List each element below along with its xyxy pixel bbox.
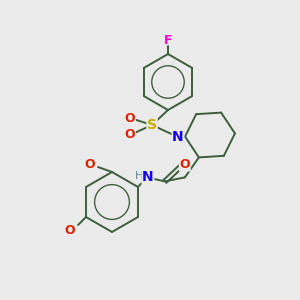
Text: H: H xyxy=(135,171,143,182)
Text: N: N xyxy=(172,130,184,144)
Text: O: O xyxy=(125,112,135,124)
Text: S: S xyxy=(147,118,157,132)
Text: O: O xyxy=(180,158,190,171)
Text: N: N xyxy=(142,170,154,184)
Text: O: O xyxy=(65,224,75,238)
Text: F: F xyxy=(164,34,172,47)
Text: O: O xyxy=(85,158,95,172)
Text: O: O xyxy=(125,128,135,142)
